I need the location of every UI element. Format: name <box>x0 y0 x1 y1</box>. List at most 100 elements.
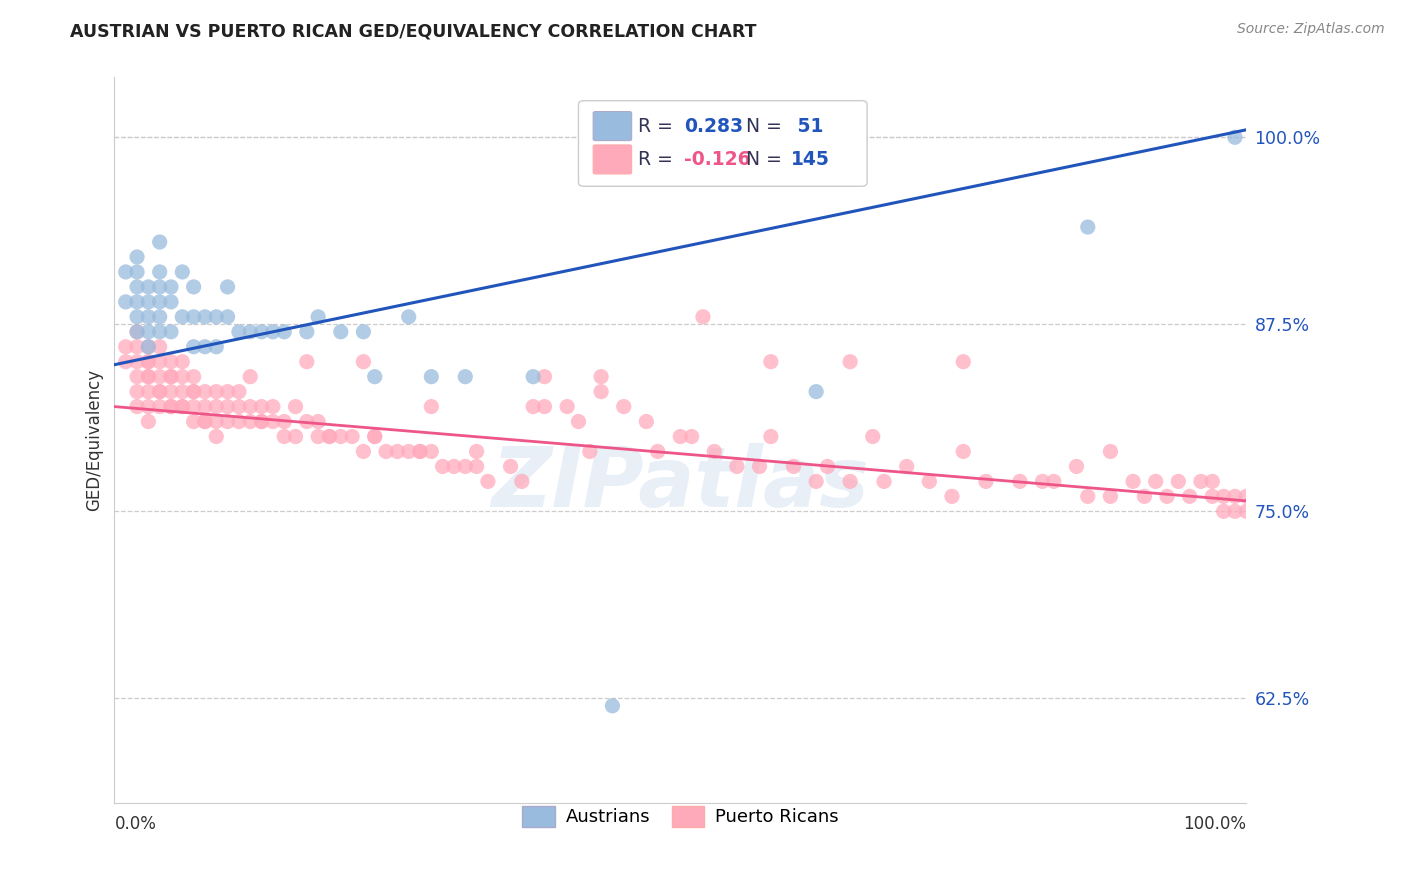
Point <box>578 444 600 458</box>
Point <box>125 250 148 264</box>
Point <box>183 384 205 399</box>
Point <box>114 340 136 354</box>
Point <box>295 415 318 429</box>
Text: 0.283: 0.283 <box>683 117 742 136</box>
Point <box>205 400 228 414</box>
Point <box>138 355 160 369</box>
Point <box>149 355 172 369</box>
Legend: Austrians, Puerto Ricans: Austrians, Puerto Ricans <box>515 798 846 834</box>
Point <box>125 325 148 339</box>
FancyBboxPatch shape <box>593 145 631 174</box>
Point <box>262 325 284 339</box>
Point <box>183 384 205 399</box>
Point <box>759 429 782 443</box>
Point <box>1144 475 1167 489</box>
Point <box>510 475 533 489</box>
Point <box>114 355 136 369</box>
Point <box>172 355 194 369</box>
Point <box>522 369 544 384</box>
Point <box>352 444 374 458</box>
Point <box>125 369 148 384</box>
Point <box>420 400 443 414</box>
Text: R =: R = <box>638 150 679 169</box>
Point <box>295 325 318 339</box>
Point <box>217 310 239 324</box>
Point <box>295 355 318 369</box>
Point <box>125 265 148 279</box>
Point <box>194 340 217 354</box>
Point <box>1099 444 1122 458</box>
Point <box>149 325 172 339</box>
Point <box>217 384 239 399</box>
Point <box>273 325 295 339</box>
Point <box>555 400 578 414</box>
Point <box>318 429 340 443</box>
Point <box>352 355 374 369</box>
Point <box>782 459 804 474</box>
Point <box>149 340 172 354</box>
Point <box>409 444 432 458</box>
Point <box>398 444 420 458</box>
Point <box>1223 130 1246 145</box>
Point <box>160 400 183 414</box>
Point <box>873 475 896 489</box>
Point <box>839 475 862 489</box>
FancyBboxPatch shape <box>593 112 631 141</box>
Point <box>387 444 409 458</box>
Point <box>329 429 352 443</box>
Point <box>125 384 148 399</box>
Point <box>454 369 477 384</box>
Point <box>1156 489 1178 503</box>
Text: -0.126: -0.126 <box>683 150 751 169</box>
Point <box>533 400 555 414</box>
Point <box>149 235 172 249</box>
Point <box>172 369 194 384</box>
Point <box>160 280 183 294</box>
Point <box>160 369 183 384</box>
Point <box>340 429 363 443</box>
Point <box>1077 489 1099 503</box>
Point <box>454 459 477 474</box>
Point <box>183 369 205 384</box>
Point <box>160 325 183 339</box>
Point <box>748 459 770 474</box>
Point <box>364 429 387 443</box>
Point <box>138 325 160 339</box>
Point <box>250 325 273 339</box>
Point <box>613 400 636 414</box>
Point <box>172 400 194 414</box>
Point <box>250 415 273 429</box>
Point <box>567 415 589 429</box>
Point <box>1223 489 1246 503</box>
Point <box>183 415 205 429</box>
Point <box>465 459 488 474</box>
Point <box>239 325 262 339</box>
Point <box>681 429 703 443</box>
Text: R =: R = <box>638 117 679 136</box>
Point <box>228 325 250 339</box>
Point <box>205 429 228 443</box>
Point <box>114 265 136 279</box>
Point <box>839 355 862 369</box>
Point <box>239 369 262 384</box>
Point <box>160 384 183 399</box>
Point <box>149 369 172 384</box>
Point <box>647 444 669 458</box>
Point <box>273 415 295 429</box>
Point <box>1122 475 1144 489</box>
Point <box>138 280 160 294</box>
Point <box>499 459 522 474</box>
Point <box>205 415 228 429</box>
Point <box>364 429 387 443</box>
Point <box>183 400 205 414</box>
Point <box>329 325 352 339</box>
Point <box>1178 489 1201 503</box>
Point <box>149 294 172 309</box>
Point <box>1201 489 1223 503</box>
Point <box>160 369 183 384</box>
Point <box>375 444 398 458</box>
Text: Source: ZipAtlas.com: Source: ZipAtlas.com <box>1237 22 1385 37</box>
Point <box>1189 475 1212 489</box>
Point <box>522 400 544 414</box>
Point <box>114 294 136 309</box>
